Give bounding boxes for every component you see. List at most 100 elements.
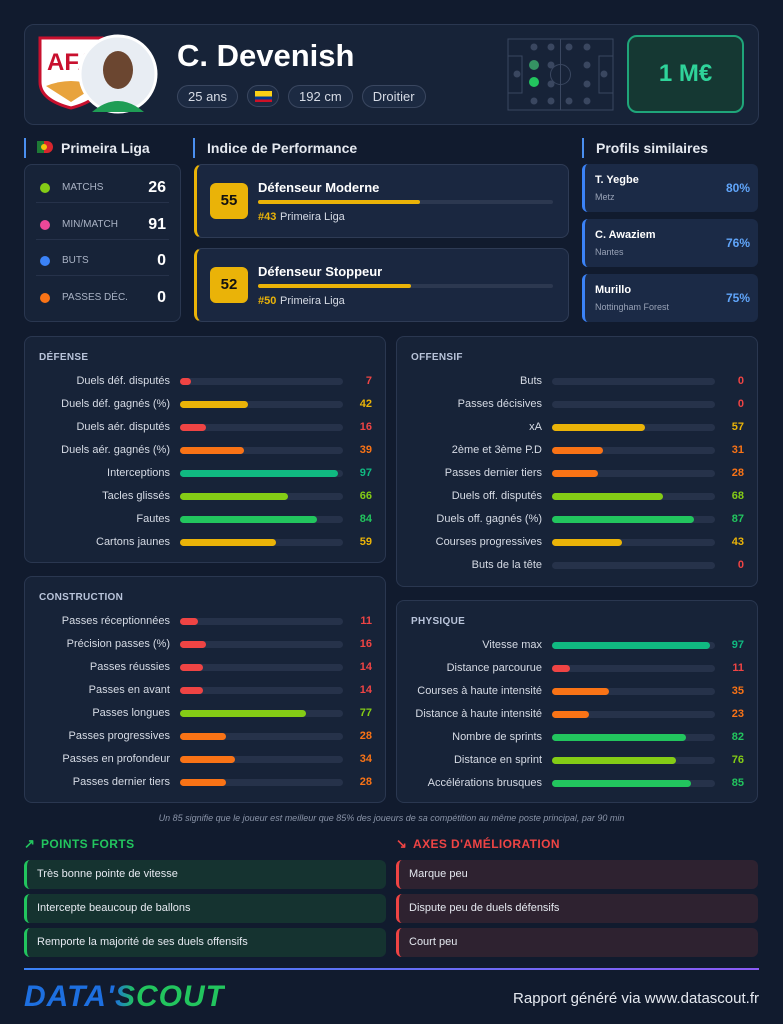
stat-label: Passes en avant <box>88 684 170 696</box>
stat-bar <box>180 733 226 740</box>
stat-value: 14 <box>359 684 372 696</box>
player-tag: 192 cm <box>288 85 353 108</box>
stat-panel: DÉFENSE Duels déf. disputés 7 Duels déf. ga… <box>24 336 386 563</box>
performance-card: 55 Défenseur Moderne #43 Primeira Liga <box>194 164 569 238</box>
stat-label: Passes dernier tiers <box>72 776 170 788</box>
stat-label: Vitesse max <box>482 639 542 651</box>
stat-track <box>180 493 343 500</box>
panel-title: PHYSIQUE <box>411 616 466 627</box>
section-accent <box>193 138 195 158</box>
stat-track <box>552 711 715 718</box>
stat-label: Passes décisives <box>457 398 542 410</box>
stat-track <box>552 757 715 764</box>
stat-icon <box>40 256 50 266</box>
score-bar <box>258 200 421 204</box>
similar-card: C. Awaziem Nantes 76% <box>582 219 758 267</box>
list-item-text: Remporte la majorité de ses duels offens… <box>37 936 248 948</box>
stat-value: 28 <box>731 467 744 479</box>
similar-match: 80% <box>725 181 750 195</box>
list-item: Court peu <box>396 928 758 957</box>
stat-label: Duels déf. gagnés (%) <box>61 398 170 410</box>
stat-label: 2ème et 3ème P.D <box>451 444 542 456</box>
stat-value: 76 <box>731 754 744 766</box>
stat-value: 34 <box>359 753 372 765</box>
stat-bar <box>180 756 236 763</box>
footer-text: Rapport généré via www.datascout.fr <box>513 990 759 1007</box>
stat-bar <box>552 665 570 672</box>
stat-track <box>552 378 715 385</box>
stat-value: 97 <box>731 639 744 651</box>
stat-label: xA <box>529 421 542 433</box>
player-tags: 25 ans 192 cm Droitier <box>177 85 426 108</box>
stat-bar <box>180 779 226 786</box>
stat-value: 35 <box>731 685 744 697</box>
panel-title: OFFENSIF <box>411 352 463 363</box>
performance-card: 52 Défenseur Stoppeur #50 Primeira Liga <box>194 248 569 322</box>
stat-value: 0 <box>737 398 744 410</box>
stat-value: 43 <box>731 536 744 548</box>
stat-bar <box>552 734 686 741</box>
score-track <box>258 284 553 288</box>
stat-value: 91 <box>148 215 166 233</box>
stat-divider <box>36 238 169 240</box>
stat-track <box>180 687 343 694</box>
list-item: Très bonne pointe de vitesse <box>24 860 386 889</box>
stat-value: 23 <box>731 708 744 720</box>
stat-value: 11 <box>732 662 744 674</box>
stat-track <box>180 710 343 717</box>
stat-track <box>180 756 343 763</box>
stat-bar <box>180 401 249 408</box>
stat-track <box>552 780 715 787</box>
stat-track <box>180 641 343 648</box>
stat-bar <box>180 447 244 454</box>
stat-track <box>180 378 343 385</box>
section-accent <box>582 138 584 158</box>
stat-value: 57 <box>731 421 744 433</box>
stat-label: BUTS <box>62 255 89 266</box>
stat-bar <box>552 711 590 718</box>
stat-track <box>180 539 343 546</box>
score-bar <box>258 284 412 288</box>
stat-label: Interceptions <box>107 467 170 479</box>
stat-value: 11 <box>360 615 372 627</box>
stat-icon <box>40 183 50 193</box>
stat-label: PASSES DÉC. <box>62 291 128 303</box>
stat-value: 68 <box>731 490 744 502</box>
stat-panel: OFFENSIF Buts 0 Passes décisives 0 xA 57 2ème e… <box>396 336 758 587</box>
stat-value: 7 <box>365 375 372 387</box>
stat-bar <box>180 664 203 671</box>
stat-label: Passes progressives <box>68 730 171 742</box>
stat-bar <box>552 424 645 431</box>
stat-bar <box>180 618 198 625</box>
similar-match: 75% <box>725 291 750 305</box>
stat-bar <box>552 516 694 523</box>
stat-value: 28 <box>359 776 372 788</box>
list-title: POINTS FORTS <box>41 837 135 851</box>
list-item-text: Court peu <box>409 936 458 948</box>
stat-label: MATCHS <box>62 182 104 193</box>
stat-value: 42 <box>359 398 372 410</box>
stat-value: 0 <box>157 288 166 306</box>
stat-bar <box>180 641 207 648</box>
score-track <box>258 200 553 204</box>
similar-name: Murillo <box>595 284 632 296</box>
section-title: Indice de Performance <box>207 140 358 156</box>
stat-track <box>552 493 715 500</box>
stat-track <box>180 447 343 454</box>
stat-label: Duels off. disputés <box>451 490 542 502</box>
stat-label: Duels aér. disputés <box>76 421 170 433</box>
performance-league: Primeira Liga <box>280 211 345 223</box>
stat-track <box>180 733 343 740</box>
stat-label: Passes en profondeur <box>62 753 170 765</box>
section-title: Profils similaires <box>596 140 709 156</box>
stat-track <box>552 424 715 431</box>
stat-label: Fautes <box>136 513 170 525</box>
similar-name: C. Awaziem <box>595 229 656 241</box>
panel-title: DÉFENSE <box>39 352 89 363</box>
stat-value: 82 <box>731 731 744 743</box>
player-photo <box>78 34 158 114</box>
stat-track <box>552 688 715 695</box>
list-item-text: Dispute peu de duels défensifs <box>409 902 560 914</box>
stat-bar <box>552 688 610 695</box>
